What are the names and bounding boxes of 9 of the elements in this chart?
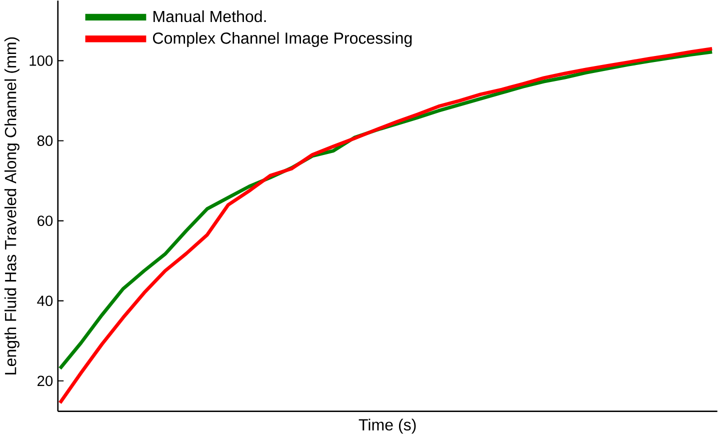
legend-label: Complex Channel Image Processing [153, 32, 412, 47]
x-axis-title: Time (s) [358, 418, 416, 434]
y-tick-label: 20 [38, 376, 53, 386]
y-tick-label: 80 [37, 135, 53, 146]
legend-label: Manual Method. [154, 10, 266, 22]
y-tick-label: 100 [30, 55, 53, 66]
y-axis-title: Length Fluid Has Traveled Along Channel (mm) [4, 37, 20, 374]
y-tick-label: 60 [38, 216, 53, 226]
y-tick-label: 40 [37, 296, 53, 306]
